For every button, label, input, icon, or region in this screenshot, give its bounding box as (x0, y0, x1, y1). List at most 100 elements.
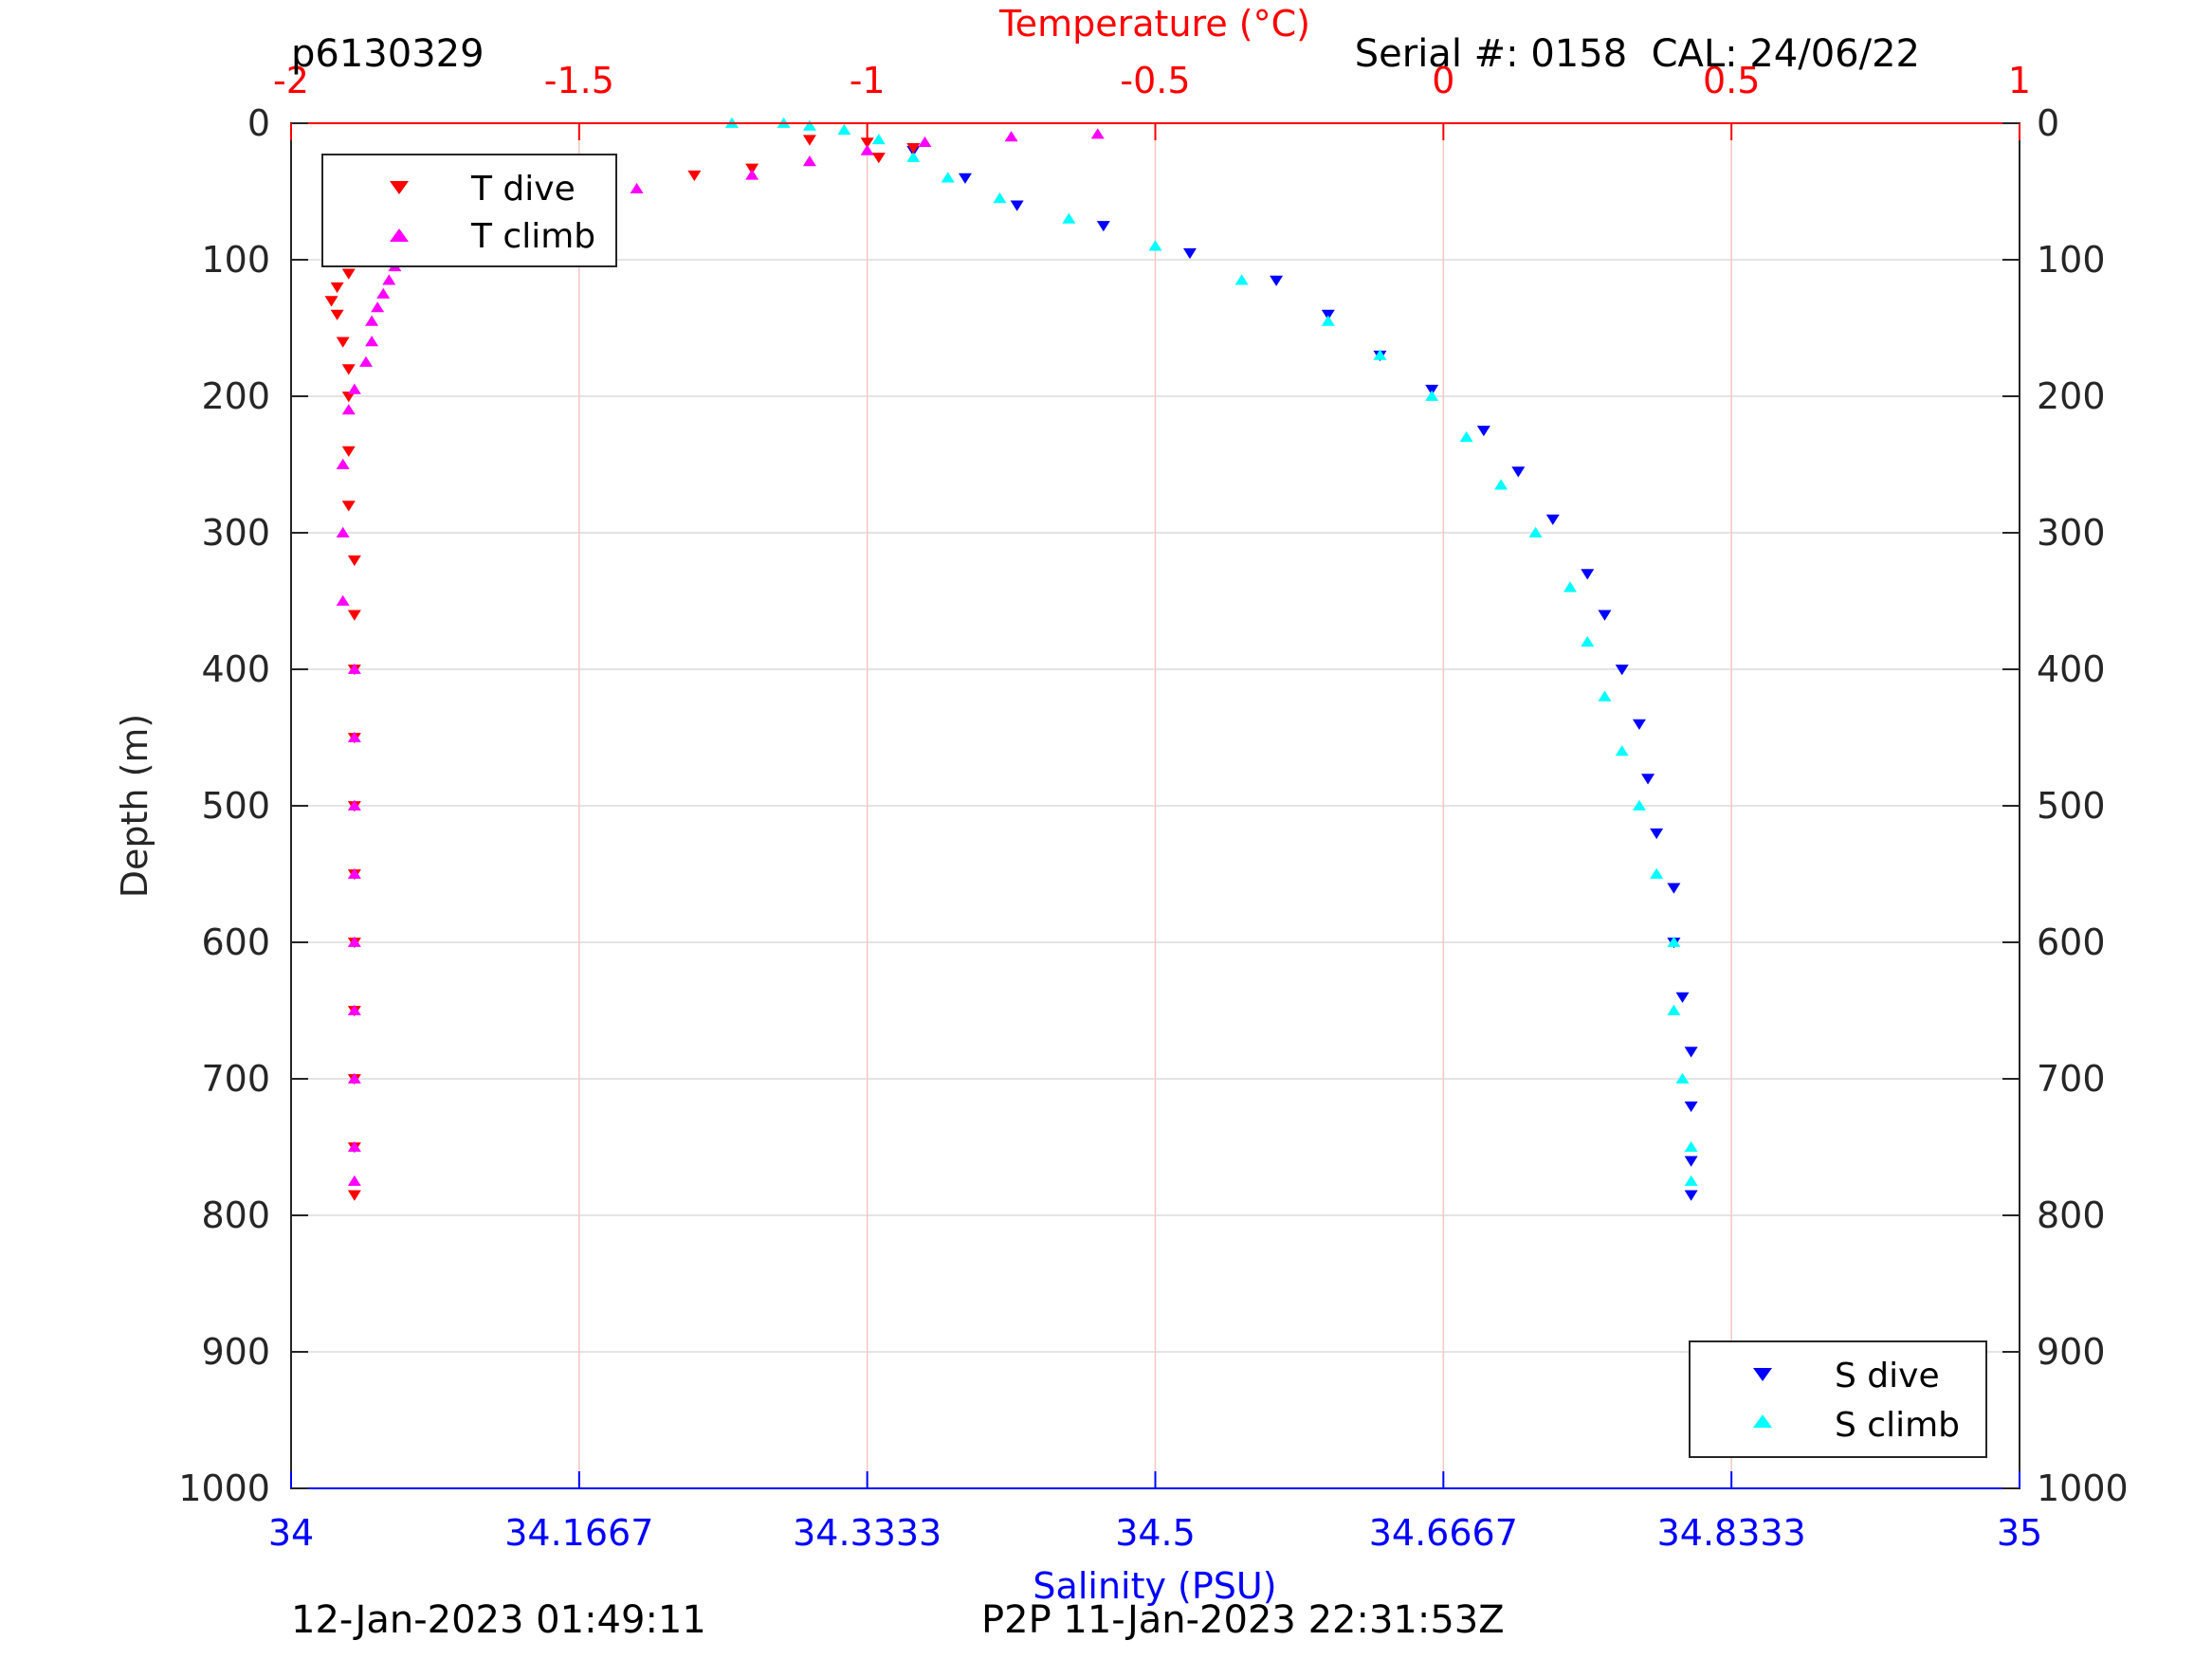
temperature-legend: T dive T climb (321, 154, 617, 267)
s-dive-point (1684, 1047, 1698, 1058)
depth-tick-label-right: 300 (2037, 512, 2106, 554)
salinity-legend-box (1689, 1340, 1987, 1458)
s-climb-point (1459, 430, 1473, 443)
s-climb-point (837, 123, 851, 136)
s-dive-point (1615, 665, 1629, 676)
s-dive-point (1010, 200, 1024, 211)
serial-calibration-label: Serial #: 0158 CAL: 24/06/22 (1355, 32, 1920, 76)
s-climb-point (1684, 1140, 1698, 1152)
t-climb-point (347, 799, 361, 811)
axes: 0 0 100 100 200 200 300 300 400 400 500 500 600 600 70… (178, 60, 2128, 1554)
t-dive-point (341, 446, 356, 457)
t-dive-point (347, 555, 361, 567)
depth-tick-label-left: 1000 (178, 1468, 270, 1509)
t-climb-point (347, 731, 361, 742)
salinity-tick-label: 35 (1997, 1512, 2042, 1554)
s-dive-point (1581, 569, 1595, 580)
s-climb-point (1234, 274, 1249, 285)
s-climb-point (1494, 479, 1508, 490)
s-climb-point (1667, 936, 1681, 947)
s-climb-point (1425, 390, 1439, 401)
s-climb-series (724, 117, 1698, 1186)
depth-tick-label-right: 400 (2037, 648, 2106, 690)
temperature-tick-label: 0 (1432, 60, 1454, 101)
s-climb-point (1650, 867, 1664, 879)
depth-tick-label-right: 800 (2037, 1194, 2106, 1236)
t-climb-point (347, 663, 361, 674)
depth-tick-label-left: 300 (201, 512, 270, 554)
temperature-axis-title: Temperature (°C) (998, 3, 1310, 45)
profile-id-label: p6130329 (291, 32, 484, 76)
t-climb-point (336, 526, 350, 538)
t-dive-point (745, 163, 759, 174)
s-climb-point (1684, 1175, 1698, 1186)
temperature-tick-label: 0.5 (1703, 60, 1760, 101)
t-climb-point (382, 274, 396, 285)
salinity-tick-label: 34.1667 (504, 1512, 653, 1554)
depth-tick-label-right: 200 (2037, 375, 2106, 417)
t-climb-point (336, 458, 350, 469)
s-climb-point (1615, 745, 1629, 757)
t-dive-point (687, 170, 702, 182)
s-climb-point (1528, 526, 1543, 538)
s-climb-point (1675, 1072, 1690, 1084)
t-dive-point (330, 309, 344, 320)
s-climb-point (1667, 1004, 1681, 1015)
t-dive-point (871, 153, 886, 164)
salinity-tick-label: 34.3333 (793, 1512, 941, 1554)
s-climb-legend-marker (1753, 1414, 1772, 1428)
temperature-tick-label: -0.5 (1120, 60, 1190, 101)
t-climb-point (347, 1175, 361, 1186)
salinity-legend: S dive S climb (1689, 1340, 1987, 1458)
t-dive-point (347, 610, 361, 621)
s-climb-point (1373, 349, 1387, 360)
t-climb-point (347, 936, 361, 947)
salinity-tick-label: 34 (268, 1512, 314, 1554)
t-climb-point (860, 144, 874, 155)
t-climb-point (336, 594, 350, 606)
timestamp-label: 12-Jan-2023 01:49:11 (291, 1598, 706, 1642)
t-climb-point (376, 287, 391, 299)
depth-tick-label-right: 700 (2037, 1058, 2106, 1100)
depth-tick-label-left: 800 (201, 1194, 270, 1236)
t-climb-point (365, 336, 379, 347)
s-climb-point (871, 133, 886, 145)
s-dive-point (1650, 828, 1664, 840)
depth-tick-label-right: 500 (2037, 785, 2106, 827)
s-dive-point (1182, 247, 1197, 260)
temperature-tick-label: -1 (850, 60, 886, 101)
t-climb-point (347, 867, 361, 879)
t-dive-point (341, 392, 356, 403)
s-dive-series (906, 145, 1698, 1201)
s-dive-legend-marker (1753, 1368, 1772, 1381)
s-dive-point (1684, 1101, 1698, 1113)
s-climb-point (1598, 690, 1612, 702)
t-dive-legend-label: T dive (470, 170, 576, 209)
s-dive-point (1641, 774, 1655, 785)
salinity-tick-label: 34.6667 (1369, 1512, 1518, 1554)
s-climb-point (941, 172, 955, 183)
s-climb-point (1632, 799, 1646, 811)
t-climb-legend-label: T climb (470, 217, 595, 256)
temperature-legend-box (321, 154, 617, 267)
depth-tick-label-left: 0 (247, 102, 270, 144)
t-climb-point (1090, 128, 1105, 139)
s-dive-point (1684, 1190, 1698, 1201)
t-climb-point (1004, 131, 1018, 142)
t-dive-point (906, 143, 921, 155)
p2p-timestamp-label: P2P 11-Jan-2023 22:31:53Z (981, 1598, 1505, 1642)
s-climb-point (1563, 581, 1578, 592)
s-dive-point (1632, 719, 1646, 730)
depth-tick-label-right: 1000 (2037, 1468, 2129, 1509)
depth-tick-label-left: 200 (201, 375, 270, 417)
t-climb-point (347, 1072, 361, 1084)
t-climb-point (365, 315, 379, 326)
s-climb-point (802, 119, 816, 131)
s-dive-point (1667, 883, 1681, 894)
s-dive-legend-label: S dive (1835, 1357, 1940, 1395)
t-dive-point (802, 135, 816, 146)
t-climb-point (745, 169, 759, 180)
depth-tick-label-right: 900 (2037, 1331, 2106, 1373)
t-dive-legend-marker (390, 181, 409, 194)
